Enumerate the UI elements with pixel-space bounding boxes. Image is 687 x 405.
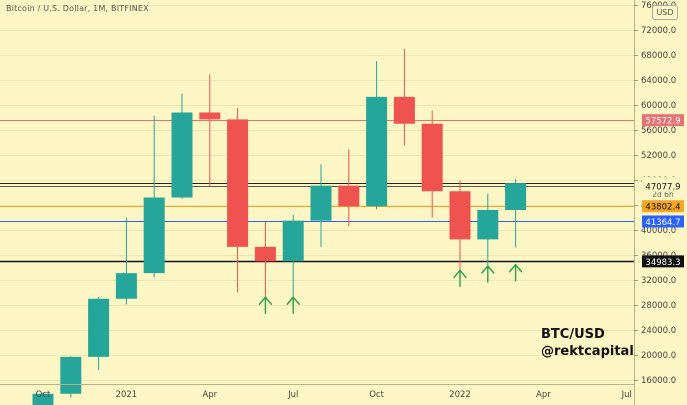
candle — [282, 215, 304, 297]
x-tick-label: Oct — [36, 390, 51, 400]
price-label-bg — [642, 215, 684, 228]
candle-body — [60, 356, 82, 394]
price-label-text: 43802.4 — [645, 203, 680, 213]
price-label-text: 47077.9 — [645, 182, 680, 192]
y-tick-label: 60000.0 — [641, 101, 676, 111]
up-arrow-icon — [286, 296, 300, 314]
up-arrow-icon — [481, 264, 495, 283]
x-tick-label: 2021 — [116, 390, 138, 400]
up-arrow-icon — [508, 263, 523, 282]
candle — [477, 193, 499, 265]
x-tick-label: Oct — [369, 390, 384, 400]
y-tick-label: 56000.0 — [641, 126, 676, 136]
candle-body — [282, 220, 304, 262]
up-arrow-head — [508, 263, 523, 273]
candle-body — [227, 119, 249, 247]
candle — [60, 356, 82, 398]
up-arrow-head — [286, 296, 300, 305]
y-tick-label: 32000.0 — [641, 276, 676, 286]
y-tick-label: 72000.0 — [641, 26, 676, 36]
price-label: 43802.4 — [642, 200, 684, 213]
candle-body — [449, 191, 471, 240]
candle — [366, 61, 388, 210]
candle-body — [338, 185, 360, 207]
x-tick-label: Jul — [287, 390, 298, 400]
price-label-bg — [642, 179, 684, 192]
candle-body — [505, 183, 527, 210]
grid — [0, 5, 634, 381]
x-tick-label: Jul — [621, 390, 632, 400]
candle — [254, 221, 276, 300]
currency-button[interactable]: USD — [652, 5, 678, 20]
candle-body — [310, 185, 332, 221]
price-label-bg — [642, 200, 684, 213]
up-arrow-head — [258, 296, 273, 305]
x-tick-label: 2022 — [449, 390, 471, 400]
y-tick-label: 28000.0 — [641, 301, 676, 311]
candle — [88, 296, 110, 370]
y-tick-label: 20000.0 — [641, 351, 676, 361]
up-arrow-head — [453, 269, 467, 279]
candle — [143, 115, 165, 278]
candle — [421, 110, 443, 218]
candle-body — [366, 96, 388, 207]
green-arrows — [258, 263, 523, 314]
x-tick-label: Apr — [536, 390, 551, 400]
y-tick-label: 64000.0 — [641, 76, 676, 86]
up-arrow-icon — [453, 269, 467, 288]
price-label-text: 34983.3 — [645, 258, 680, 268]
candles — [32, 48, 527, 405]
y-tick-label: 24000.0 — [641, 326, 676, 336]
up-arrow-icon — [258, 296, 273, 314]
candle — [310, 164, 332, 247]
horizontal-price-lines — [0, 120, 634, 263]
candle — [505, 178, 527, 248]
candle-body — [143, 197, 165, 274]
candle — [338, 149, 360, 227]
y-tick-label: 16000.0 — [641, 376, 676, 386]
candle — [227, 108, 249, 293]
price-label: 47077.9 — [642, 179, 684, 192]
price-label: 57572.9 — [642, 114, 684, 127]
time-axis: Oct 2021 Apr Jul Oct 2022 Apr Jul — [36, 390, 632, 400]
chart-title: Bitcoin / U.S. Dollar, 1M, BITFINEX — [6, 4, 149, 13]
candle-body — [171, 112, 193, 198]
price-labels: 57572.947503.82d 6h47077.943802.441364.7… — [642, 114, 684, 268]
y-tick-label: 68000.0 — [641, 51, 676, 61]
price-label: 41364.7 — [642, 215, 684, 228]
up-arrow-head — [481, 264, 495, 274]
countdown-label: 2d 6h — [652, 190, 674, 199]
candle-body — [393, 96, 415, 124]
candle-body — [32, 393, 54, 405]
x-tick-label: Apr — [202, 390, 217, 400]
price-label-bg — [642, 255, 684, 268]
price-label-text: 41364.7 — [645, 218, 680, 228]
handle-watermark: @rektcapital — [541, 344, 634, 359]
y-tick-label: 52000.0 — [641, 151, 676, 161]
candle-body — [115, 273, 137, 299]
candle — [449, 180, 471, 274]
candle-body — [88, 298, 110, 357]
y-tick-label: 40000.0 — [641, 226, 676, 236]
price-label: 34983.3 — [642, 255, 684, 268]
candle-body — [477, 210, 499, 240]
price-label-bg — [642, 114, 684, 127]
price-label-text: 57572.9 — [645, 117, 680, 127]
candle — [171, 93, 193, 199]
candle — [199, 74, 221, 187]
candle — [393, 48, 415, 146]
candle — [32, 392, 54, 405]
ticker-watermark: BTC/USD — [541, 327, 605, 342]
candle-body — [421, 123, 443, 192]
candle-body — [254, 246, 276, 262]
candle — [115, 218, 137, 305]
candle-body — [199, 112, 221, 120]
